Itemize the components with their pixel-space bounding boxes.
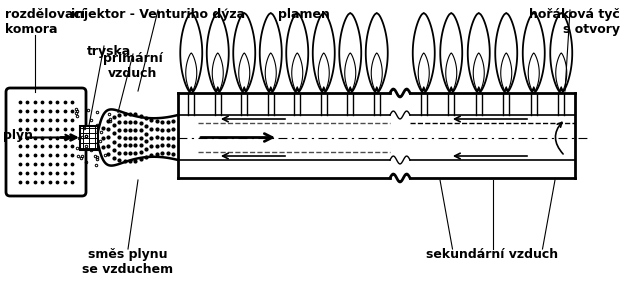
- Text: rozdělovací
komora: rozdělovací komora: [5, 8, 85, 36]
- Bar: [80, 125, 98, 149]
- Text: tryska: tryska: [87, 45, 131, 58]
- Text: injektor - Venturiho dýza: injektor - Venturiho dýza: [71, 8, 245, 21]
- Text: plyn: plyn: [3, 129, 33, 142]
- Text: směs plynu
se vzduchem: směs plynu se vzduchem: [82, 248, 173, 276]
- FancyBboxPatch shape: [6, 88, 86, 196]
- Text: plamen: plamen: [278, 8, 330, 21]
- Text: sekundární vzduch: sekundární vzduch: [427, 248, 558, 261]
- Text: primární
vzduch: primární vzduch: [103, 52, 163, 80]
- Text: hořáková tyč
s otvory: hořáková tyč s otvory: [529, 8, 620, 36]
